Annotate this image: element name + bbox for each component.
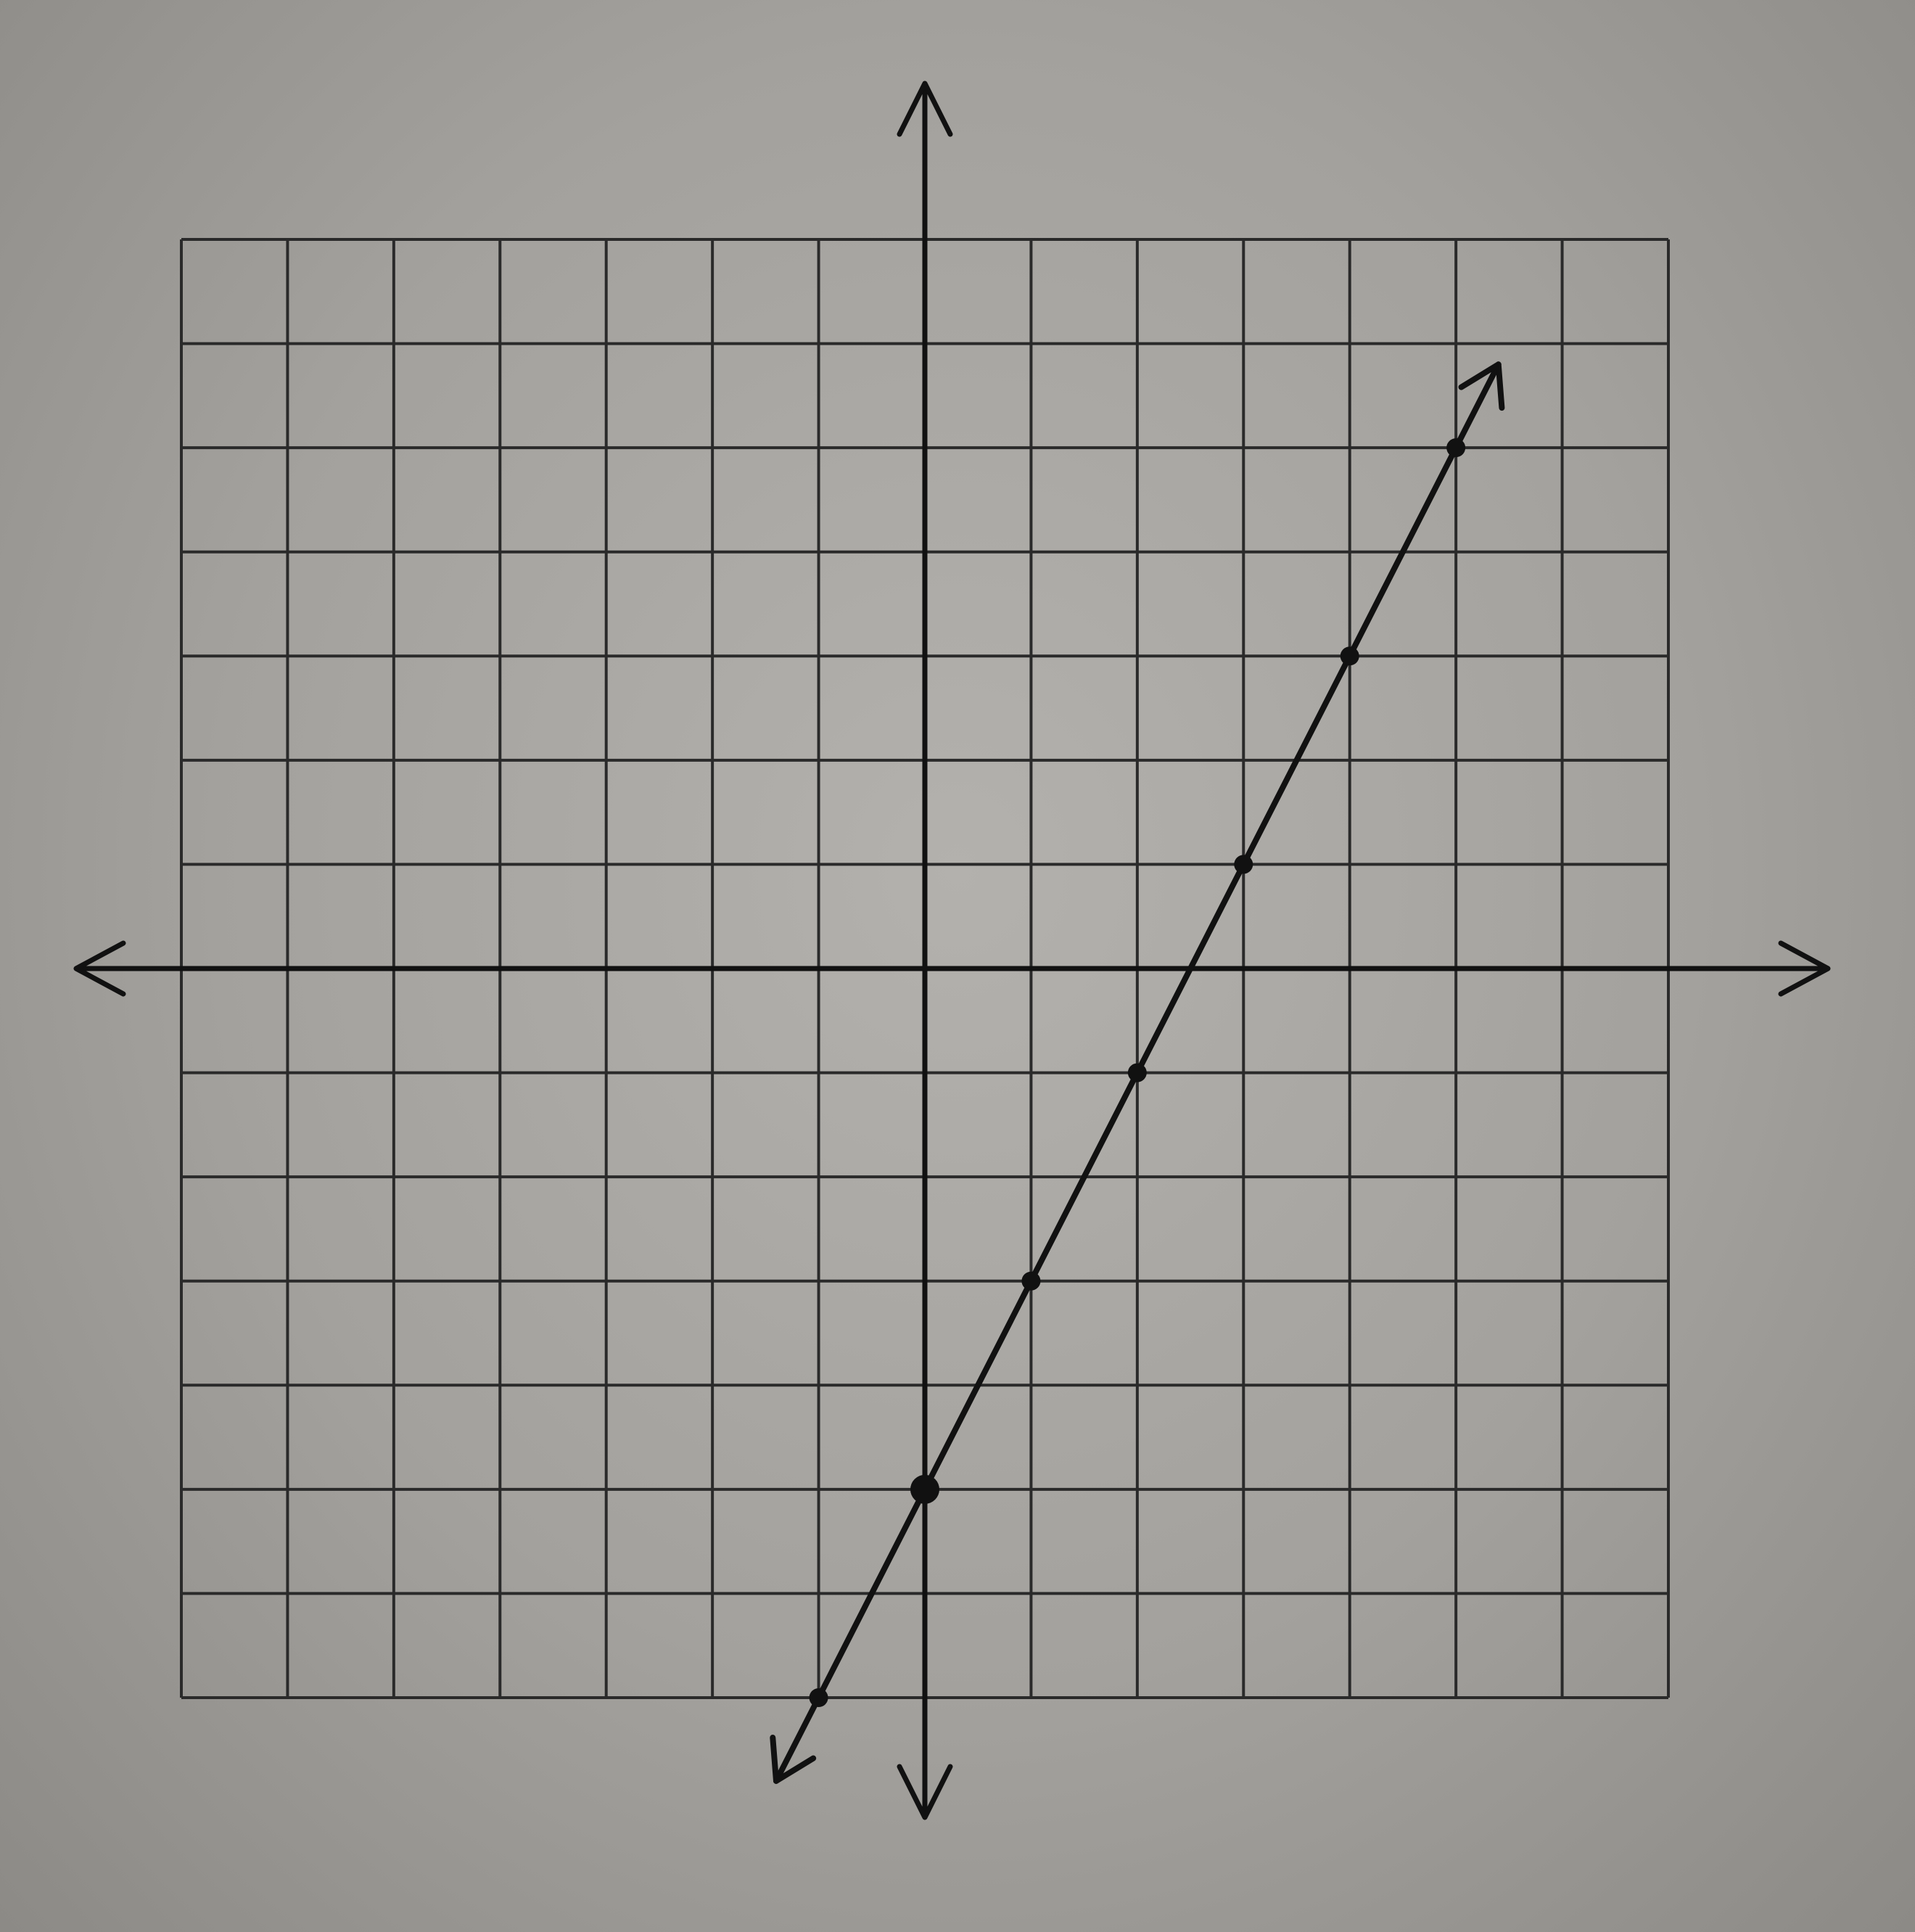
series-arrow-end-icon [1458,361,1505,411]
x-axis-right-arrow-icon [1778,940,1831,997]
x-axis-left-arrow-icon [73,940,126,997]
data-point [910,1474,939,1504]
data-point [1021,1271,1041,1291]
data-point [1234,855,1253,874]
y-axis-up-arrow-icon [897,81,953,137]
data-point [1127,1063,1147,1082]
data-point [1446,438,1466,458]
axes [73,81,1831,1820]
plotted-line [770,361,1505,1784]
y-axis-down-arrow-icon [897,1764,953,1820]
series-arrow-start-icon [770,1735,817,1784]
data-point [809,1688,828,1707]
data-point [1340,646,1359,666]
